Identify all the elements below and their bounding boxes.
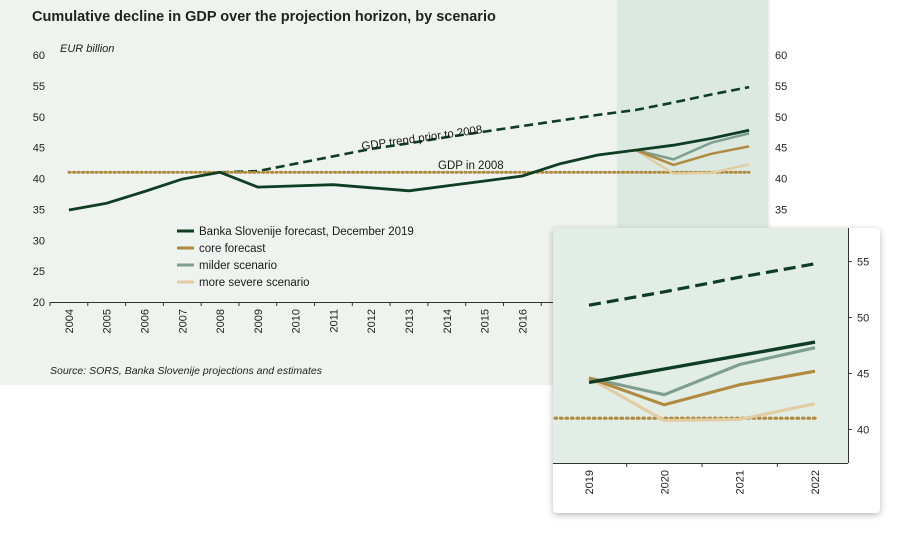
x-tick-label: 2015	[480, 309, 492, 333]
y-tick-label-right: 50	[775, 112, 787, 124]
chart-title: Cumulative decline in GDP over the proje…	[32, 9, 496, 25]
x-tick-label: 2013	[404, 309, 416, 333]
series-line-1	[635, 145, 750, 167]
x-tick-label: 2016	[517, 309, 529, 333]
y-tick-label-right: 45	[775, 143, 787, 155]
x-tick-label: 2006	[139, 309, 151, 333]
x-tick-label: 2010	[291, 309, 303, 333]
series-lines	[68, 128, 750, 212]
x-tick-label: 2012	[366, 309, 378, 333]
legend-entry: core forecast	[199, 243, 266, 255]
y-tick-label-left: 20	[33, 297, 45, 309]
y-tick-label-left: 50	[33, 112, 45, 124]
y-axis-left: 20 25 30 35 40 45 50 55 60	[33, 50, 45, 309]
y-axis-unit: EUR billion	[60, 43, 114, 55]
zoom-inset-panel: 40 45 50 55 2019 2020 2021 2022	[553, 228, 880, 513]
y-tick-label-right: 60	[775, 50, 787, 62]
zoom-reference-line-dashed	[588, 262, 816, 307]
series-line-0	[68, 128, 750, 212]
legend: Banka Slovenije forecast, December 2019 c…	[177, 226, 414, 289]
zoom-y-tick-label: 45	[857, 368, 869, 380]
zoom-axes: 40 45 50 55 2019 2020 2021 2022	[553, 228, 869, 494]
reference-lines	[67, 85, 751, 174]
y-tick-label-left: 55	[33, 81, 45, 93]
legend-entry: milder scenario	[199, 260, 277, 272]
x-tick-label: 2005	[102, 309, 114, 333]
y-tick-label-right: 40	[775, 174, 787, 186]
y-axis-right: 35 40 45 50 55 60	[775, 50, 787, 216]
zoom-series-line-1	[588, 369, 816, 407]
legend-entry: more severe scenario	[199, 277, 310, 289]
zoom-reference-lines	[553, 262, 817, 420]
y-tick-label-left: 25	[33, 266, 45, 278]
zoom-inset-chart: 40 45 50 55 2019 2020 2021 2022	[553, 228, 869, 494]
y-tick-label-left: 35	[33, 204, 45, 216]
x-tick-label: 2007	[177, 309, 189, 333]
legend-entry: Banka Slovenije forecast, December 2019	[199, 226, 414, 238]
zoom-x-tick-label: 2019	[584, 470, 596, 494]
y-tick-label-left: 60	[33, 50, 45, 62]
zoom-x-tick-label: 2021	[735, 470, 747, 494]
zoom-series-line-2	[588, 346, 816, 397]
reference-line-dashed	[220, 85, 750, 174]
zoom-x-tick-label: 2022	[810, 470, 822, 494]
zoom-y-tick-label: 50	[857, 313, 869, 325]
gdp-2008-label: GDP in 2008	[438, 160, 504, 172]
x-tick-label: 2014	[442, 309, 454, 333]
zoom-series-line-0	[588, 340, 816, 385]
zoom-x-tick-label: 2020	[659, 470, 671, 494]
y-tick-label-left: 40	[33, 174, 45, 186]
y-tick-label-left: 30	[33, 235, 45, 247]
x-tick-label: 2011	[328, 309, 340, 333]
source-note: Source: SORS, Banka Slovenije projection…	[50, 365, 323, 377]
zoom-y-tick-label: 40	[857, 424, 869, 436]
x-tick-label: 2009	[253, 309, 265, 333]
zoom-y-tick-label: 55	[857, 257, 869, 269]
series-line-2	[635, 132, 750, 161]
zoom-series-line-3	[588, 376, 816, 423]
series-line-3	[635, 149, 750, 175]
zoom-series-lines	[588, 340, 816, 423]
x-tick-label: 2004	[64, 309, 76, 333]
x-tick-label: 2008	[215, 309, 227, 333]
y-tick-label-right: 55	[775, 81, 787, 93]
y-tick-label-left: 45	[33, 143, 45, 155]
y-tick-label-right: 35	[775, 204, 787, 216]
